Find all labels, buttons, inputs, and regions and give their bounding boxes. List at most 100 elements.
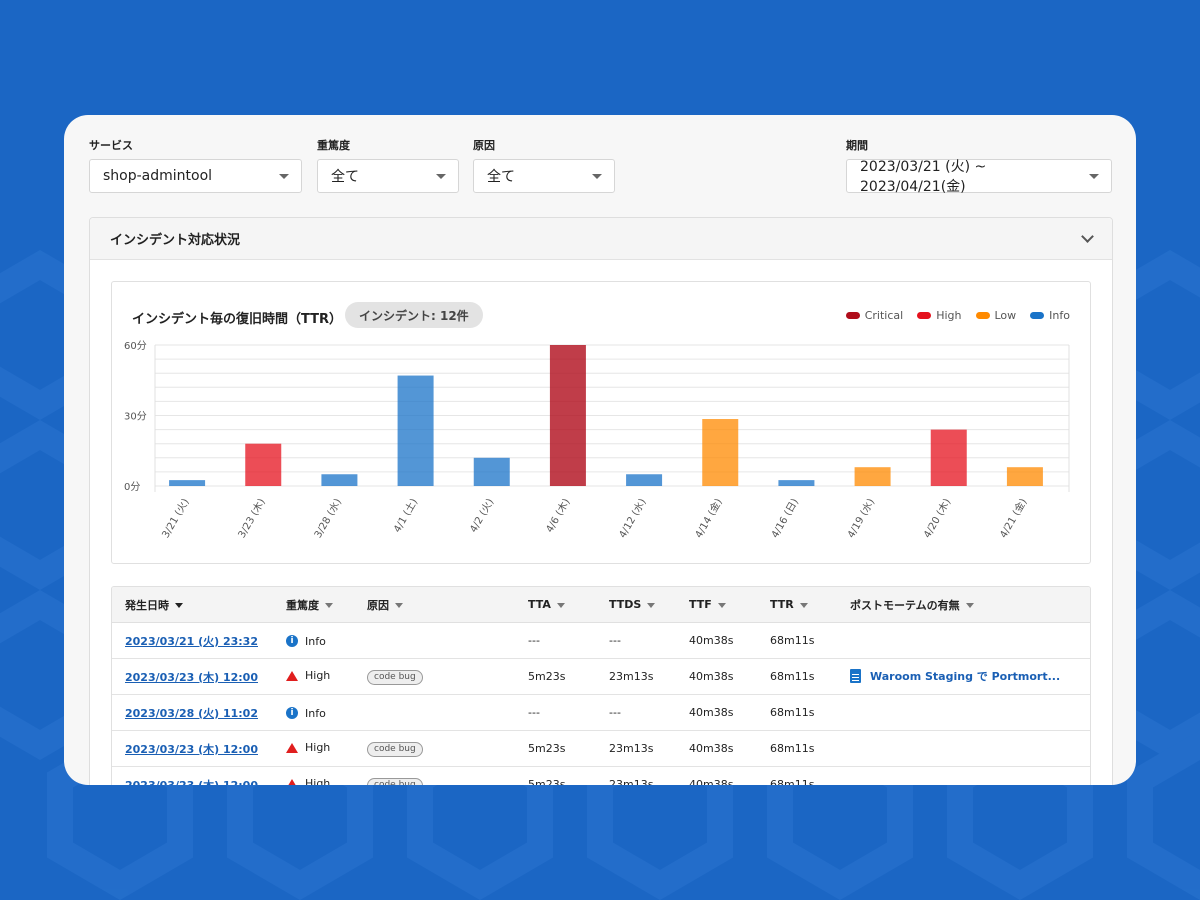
caret-down-icon	[436, 173, 446, 179]
legend-item-high[interactable]: High	[917, 309, 962, 322]
table-cell: 40m38s	[676, 622, 757, 659]
incident-date-link[interactable]: 2023/03/23 (木) 12:00	[125, 742, 258, 756]
legend-item-critical[interactable]: Critical	[845, 309, 903, 322]
table-cell: 5m23s	[515, 766, 596, 785]
legend-label: High	[936, 309, 962, 322]
cause-filter: 原因 全て	[473, 137, 615, 193]
severity-select[interactable]: 全て	[317, 159, 459, 193]
sort-caret-icon	[175, 603, 183, 608]
table-cell: 2023/03/23 (木) 12:00	[112, 766, 273, 786]
cause-select[interactable]: 全て	[473, 159, 615, 193]
sort-caret-icon	[717, 602, 726, 608]
incident-date-link[interactable]: 2023/03/21 (火) 23:32	[125, 634, 258, 648]
cause-tag: code bug	[367, 669, 423, 685]
column-header[interactable]: ポストモーテムの有無	[837, 587, 1090, 623]
incident-date-link[interactable]: 2023/03/23 (木) 12:00	[125, 778, 258, 786]
severity-label: Info	[305, 706, 326, 720]
service-select-value: shop-admintool	[103, 168, 213, 184]
legend-swatch	[917, 312, 932, 319]
table-cell: i Info	[273, 694, 354, 731]
table-cell: code bug	[354, 730, 515, 767]
y-tick-label: 0分	[124, 481, 140, 493]
table-cell: ---	[515, 622, 596, 659]
column-header[interactable]: TTR	[757, 587, 837, 623]
column-header-label: TTR	[770, 598, 794, 611]
legend-swatch	[975, 312, 990, 319]
caret-down-icon	[1089, 173, 1099, 179]
table-cell: High	[273, 730, 354, 767]
column-header-label: ポストモーテムの有無	[850, 598, 960, 612]
bar-4/6 (木)	[549, 345, 586, 486]
x-tick-label: 4/21 (金)	[997, 496, 1030, 540]
panel-header[interactable]: インシデント対応状況	[90, 218, 1112, 260]
period-select[interactable]: 2023/03/21 (火) ~ 2023/04/21(金)	[846, 159, 1112, 195]
column-header-label: 発生日時	[125, 598, 169, 612]
tta-value: ---	[528, 634, 540, 647]
table-cell: 2023/03/23 (木) 12:00	[112, 658, 273, 695]
column-header-label: TTF	[689, 598, 712, 611]
ttf-value: 40m38s	[689, 778, 734, 785]
postmortem-title: Waroom Staging で Portmort...	[870, 669, 1061, 683]
tta-value: 5m23s	[528, 778, 566, 785]
period-filter-label: 期間	[846, 139, 868, 152]
y-tick-label: 30分	[124, 411, 147, 423]
period-filter: 期間 2023/03/21 (火) ~ 2023/04/21(金)	[846, 137, 1112, 195]
incident-date-link[interactable]: 2023/03/23 (木) 12:00	[125, 670, 258, 684]
ttf-value: 40m38s	[689, 742, 734, 755]
table-cell: 5m23s	[515, 730, 596, 767]
cause-tag: code bug	[367, 741, 423, 757]
bar-4/16 (日)	[778, 480, 815, 486]
ttf-value: 40m38s	[689, 670, 734, 683]
table-cell: 40m38s	[676, 766, 757, 785]
legend-item-low[interactable]: Low	[975, 309, 1016, 322]
table-cell: ---	[596, 622, 676, 659]
table-cell	[837, 694, 1090, 731]
table-cell	[837, 622, 1090, 659]
severity-filter: 重篤度 全て	[317, 137, 459, 193]
ttds-value: 23m13s	[609, 742, 654, 755]
x-tick-label: 4/1 (土)	[390, 496, 420, 535]
postmortem-link[interactable]: Waroom Staging で Portmort...	[850, 668, 1060, 684]
legend-swatch	[1030, 312, 1045, 319]
column-header[interactable]: TTA	[515, 587, 596, 623]
table-cell: 68m11s	[757, 730, 837, 767]
bar-4/1 (土)	[397, 375, 434, 486]
chevron-down-icon[interactable]	[1081, 230, 1094, 243]
table-cell: i Info	[273, 622, 354, 659]
severity-label: High	[305, 777, 331, 785]
x-tick-label: 3/21 (火)	[160, 496, 192, 540]
table-row: 2023/03/23 (木) 12:00 High code bug 5m23s 23m…	[112, 730, 1090, 767]
table-row: 2023/03/23 (木) 12:00 High code bug 5m23s 23m…	[112, 766, 1090, 786]
column-header[interactable]: 発生日時	[112, 587, 273, 623]
table-cell: 5m23s	[515, 658, 596, 695]
x-tick-label: 4/14 (金)	[692, 496, 725, 540]
severity-filter-label: 重篤度	[317, 139, 350, 152]
table-cell: 40m38s	[676, 658, 757, 695]
cause-select-value: 全て	[487, 169, 515, 185]
legend-item-info[interactable]: Info	[1030, 309, 1070, 322]
table-cell: 68m11s	[757, 766, 837, 785]
table-cell	[837, 766, 1090, 785]
ttds-value: 23m13s	[609, 778, 654, 785]
x-tick-label: 4/20 (木)	[921, 496, 953, 540]
sort-caret-icon	[556, 602, 565, 608]
ttr-value: 68m11s	[770, 670, 815, 683]
column-header-label: 原因	[367, 598, 389, 612]
x-tick-label: 3/28 (水)	[312, 496, 344, 540]
column-header[interactable]: TTF	[676, 587, 757, 623]
column-header[interactable]: TTDS	[596, 587, 676, 623]
tta-value: 5m23s	[528, 670, 566, 683]
column-header[interactable]: 原因	[354, 587, 515, 623]
table-cell	[354, 694, 515, 731]
service-filter-label: サービス	[89, 139, 133, 152]
bar-3/28 (水)	[321, 474, 358, 486]
incident-date-link[interactable]: 2023/03/28 (火) 11:02	[125, 706, 258, 720]
service-select[interactable]: shop-admintool	[89, 159, 302, 193]
table-row: 2023/03/28 (火) 11:02 i Info --- --- 40m38s 68m…	[112, 694, 1090, 731]
warning-triangle-icon	[286, 742, 298, 753]
table-cell	[837, 730, 1090, 767]
table-cell: 68m11s	[757, 694, 837, 731]
column-header[interactable]: 重篤度	[273, 587, 354, 623]
incident-status-panel: インシデント対応状況 インシデント毎の復旧時間（TTR） インシデント: 12件…	[89, 217, 1113, 785]
cause-filter-label: 原因	[473, 139, 495, 152]
